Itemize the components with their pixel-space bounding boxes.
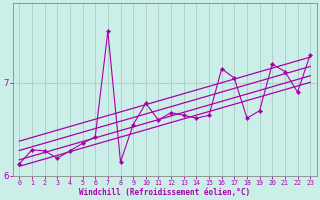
- X-axis label: Windchill (Refroidissement éolien,°C): Windchill (Refroidissement éolien,°C): [79, 188, 250, 197]
